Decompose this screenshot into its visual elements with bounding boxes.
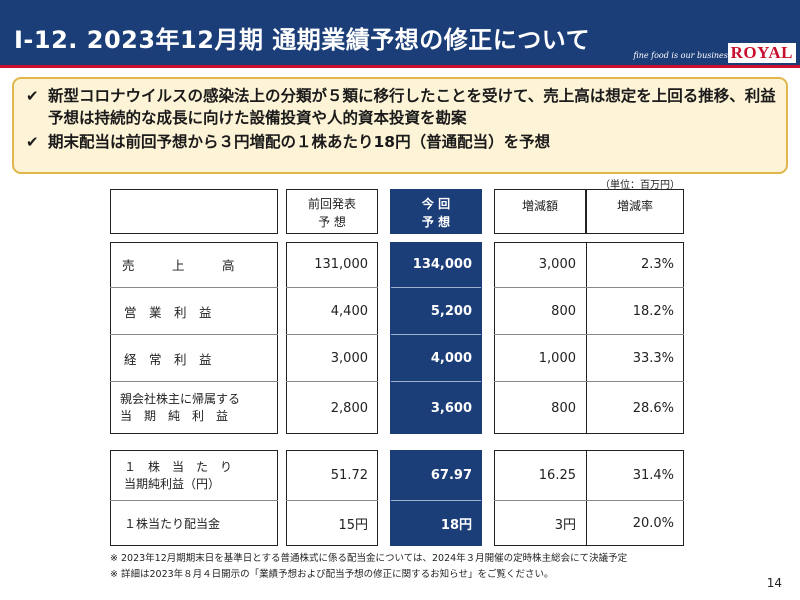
row-label-net-income: 親会社株主に帰属する当 期 純 利 益 — [120, 392, 241, 423]
row-ord-prev: 3,000 — [330, 350, 368, 366]
row-op-rate: 18.2% — [632, 303, 674, 319]
footnotes: ※ 2023年12月期期末日を基準日とする普通株式に係る配当金については、202… — [110, 551, 627, 583]
main-prev-block — [286, 242, 378, 434]
row-net-prev: 2,800 — [330, 400, 368, 416]
pershare-label-block — [110, 450, 278, 546]
pershare-diff-block — [494, 450, 684, 546]
row-net-current: 3,600 — [430, 400, 472, 416]
row-ord-rate: 33.3% — [632, 350, 674, 366]
main-diff-block — [494, 242, 684, 434]
header-diff: 増減額 — [494, 189, 586, 234]
check-icon: ✔ — [26, 133, 39, 151]
summary-box: ✔ 新型コロナウイルスの感染法上の分類が５類に移行したことを受けて、売上高は想定… — [12, 77, 788, 174]
summary-bullet: ✔ 期末配当は前回予想から３円増配の１株あたり18円（普通配当）を予想 — [26, 133, 551, 151]
header-rate: 増減率 — [586, 189, 684, 234]
brand-tagline: fine food is our business — [633, 51, 732, 60]
slide-title: Ⅰ-12. 2023年12月期 通期業績予想の修正について — [14, 26, 591, 54]
row-sales-diff: 3,000 — [538, 257, 576, 272]
main-label-block — [110, 242, 278, 434]
header-prev-forecast: 前回発表予 想 — [286, 189, 378, 234]
row-label-dividend: １株当たり配当金 — [124, 517, 221, 531]
footnote: ※ 詳細は2023年８月４日開示の「業績予想および配当予想の修正に関するお知らせ… — [110, 569, 554, 580]
row-sales-current: 134,000 — [412, 257, 472, 272]
row-eps-prev: 51.72 — [330, 468, 368, 483]
row-eps-rate: 31.4% — [632, 468, 674, 483]
row-net-diff: 800 — [551, 400, 576, 416]
row-div-diff: 3円 — [554, 518, 576, 533]
check-icon: ✔ — [26, 87, 39, 105]
header-empty-cell — [110, 189, 278, 234]
pershare-prev-block — [286, 450, 378, 546]
row-label-eps: １ 株 当 た り当期純利益（円） — [124, 459, 233, 491]
row-div-prev: 15円 — [338, 518, 368, 533]
header-current-forecast: 今 回予 想 — [390, 189, 482, 234]
main-current-block — [390, 242, 482, 434]
row-net-rate: 28.6% — [632, 400, 674, 416]
slide-header: Ⅰ-12. 2023年12月期 通期業績予想の修正について fine food … — [0, 0, 800, 68]
row-sales-rate: 2.3% — [640, 257, 674, 272]
row-label-operating-profit: 営 業 利 益 — [124, 304, 212, 320]
brand-logo: ROYAL — [727, 43, 796, 63]
row-op-diff: 800 — [551, 303, 576, 319]
row-eps-current: 67.97 — [430, 468, 472, 483]
footnote: ※ 2023年12月期期末日を基準日とする普通株式に係る配当金については、202… — [110, 553, 628, 564]
row-ord-diff: 1,000 — [538, 350, 576, 366]
row-div-current: 18円 — [440, 518, 472, 533]
row-op-prev: 4,400 — [330, 303, 368, 319]
unit-note: （単位：百万円） — [600, 180, 680, 191]
row-eps-diff: 16.25 — [538, 468, 576, 483]
summary-bullet: ✔ 新型コロナウイルスの感染法上の分類が５類に移行したことを受けて、売上高は想定… — [26, 87, 776, 127]
page-number: 14 — [766, 576, 782, 590]
row-label-sales: 売 上 高 — [122, 258, 235, 273]
row-ord-current: 4,000 — [430, 350, 472, 366]
pershare-current-block — [390, 450, 482, 546]
row-div-rate: 20.0% — [632, 516, 674, 531]
row-label-ordinary-profit: 経 常 利 益 — [124, 351, 212, 367]
row-op-current: 5,200 — [430, 303, 472, 319]
row-sales-prev: 131,000 — [314, 257, 368, 272]
